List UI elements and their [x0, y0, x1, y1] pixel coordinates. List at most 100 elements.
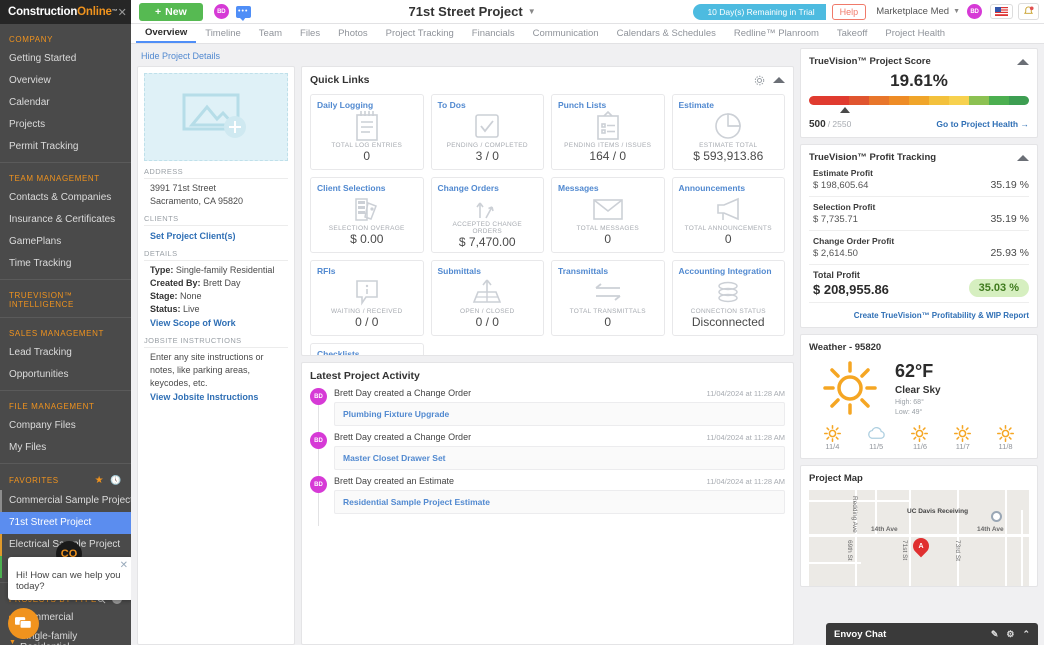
- project-map-panel: Project Map Redding Ave UC Davis Receivi…: [800, 465, 1038, 587]
- favorites-header: FAVORITES ★ 🕔: [0, 469, 131, 490]
- star-icon[interactable]: ★: [94, 475, 105, 486]
- profit-tracking-header: TrueVision™ Profit Tracking: [809, 152, 1029, 163]
- sidebar-item-getting-started[interactable]: Getting Started: [9, 53, 77, 64]
- map-pin-icon[interactable]: A: [909, 534, 933, 558]
- collapse-project-score-icon[interactable]: [1017, 58, 1029, 65]
- go-to-project-health-link[interactable]: Go to Project Health →: [936, 119, 1029, 129]
- tab-photos[interactable]: Photos: [338, 28, 368, 39]
- quick-link-subtitle: ESTIMATE TOTAL: [699, 142, 758, 149]
- profit-tracking-title: TrueVision™ Profit Tracking: [809, 152, 937, 163]
- gear-icon[interactable]: [754, 75, 765, 86]
- sidebar-item-calendar[interactable]: Calendar: [9, 97, 50, 108]
- tree-caret-icon[interactable]: ▼: [9, 638, 16, 645]
- tab-files[interactable]: Files: [300, 28, 321, 39]
- sidebar-item-company-files[interactable]: Company Files: [9, 420, 76, 431]
- tab-takeoff[interactable]: Takeoff: [836, 28, 868, 39]
- tab-redline-planroom[interactable]: Redline™ Planroom: [733, 28, 819, 39]
- chat-launcher-button[interactable]: [8, 608, 39, 639]
- activity-item-link[interactable]: Plumbing Fixture Upgrade: [334, 402, 785, 426]
- sidebar-close-icon[interactable]: ✕: [117, 6, 127, 19]
- tab-team[interactable]: Team: [258, 28, 283, 39]
- sidebar-item-opportunities[interactable]: Opportunities: [9, 369, 69, 380]
- quick-link-card-punch-lists[interactable]: Punch Lists PENDING ITEMS / ISSUES 164 / 0: [551, 94, 665, 170]
- quick-link-card-transmittals[interactable]: Transmittals TOTAL TRANSMITTALS 0: [551, 260, 665, 336]
- clock-icon[interactable]: 🕔: [110, 475, 122, 485]
- sidebar-item-projects[interactable]: Projects: [9, 119, 46, 130]
- quick-link-card-announcements[interactable]: Announcements TOTAL ANNOUNCEMENTS 0: [671, 177, 785, 253]
- quick-link-card-daily-logging[interactable]: Daily Logging TOTAL LOG ENTRIES 0: [310, 94, 424, 170]
- tab-calendars-schedules[interactable]: Calendars & Schedules: [616, 28, 716, 39]
- clipboard-icon: [558, 110, 658, 142]
- project-image-placeholder[interactable]: [144, 73, 288, 161]
- latest-activity-title: Latest Project Activity: [310, 370, 420, 382]
- activity-item-link[interactable]: Residential Sample Project Estimate: [334, 490, 785, 514]
- quick-link-card-rfis[interactable]: RFIs WAITING / RECEIVED 0 / 0: [310, 260, 424, 336]
- quick-link-card-messages[interactable]: Messages TOTAL MESSAGES 0: [551, 177, 665, 253]
- language-flag-icon[interactable]: [990, 4, 1013, 19]
- quick-link-card-checklists[interactable]: ChecklistsPENDING ITEMS / ISSUES0 / 0: [310, 343, 424, 356]
- checkbox-icon: [438, 110, 538, 142]
- tab-communication[interactable]: Communication: [532, 28, 599, 39]
- marketplace-dropdown[interactable]: Marketplace Med ▼: [876, 6, 960, 17]
- quick-link-title: Checklists: [317, 349, 360, 356]
- marketplace-label: Marketplace Med: [876, 6, 950, 17]
- profit-row-amount: $ 2,614.50: [813, 248, 858, 259]
- image-placeholder-icon: [182, 93, 246, 138]
- view-jobsite-instructions-link[interactable]: View Jobsite Instructions: [150, 392, 259, 402]
- quick-link-value: $ 593,913.86: [693, 149, 764, 163]
- quick-link-card-submittals[interactable]: Submittals OPEN / CLOSED 0 / 0: [430, 260, 544, 336]
- profit-row-percent: 35.19 %: [990, 213, 1029, 225]
- gear-icon[interactable]: ⚙: [1006, 628, 1015, 639]
- tab-project-tracking[interactable]: Project Tracking: [385, 28, 454, 39]
- tab-project-health[interactable]: Project Health: [885, 28, 946, 39]
- sun-icon: [823, 425, 841, 442]
- quick-link-card-accounting-integration[interactable]: Accounting Integration CONNECTION STATUS D…: [671, 260, 785, 336]
- project-map[interactable]: Redding Ave UC Davis Receiving 14th Ave …: [809, 490, 1029, 586]
- sidebar-section-header: TEAM MANAGEMENT: [9, 174, 100, 183]
- activity-item-link[interactable]: Master Closet Drawer Set: [334, 446, 785, 470]
- collapse-profit-tracking-icon[interactable]: [1017, 154, 1029, 161]
- compose-icon[interactable]: ✎: [990, 628, 999, 639]
- quick-link-value: 3 / 0: [475, 149, 499, 163]
- tab-overview[interactable]: Overview: [136, 24, 197, 43]
- quick-link-value: 164 / 0: [589, 149, 627, 163]
- forecast-date: 11/7: [955, 442, 970, 451]
- project-type-node-1[interactable]: ▼ Single-family Residential: [0, 627, 131, 645]
- sidebar-item-insurance-certificates[interactable]: Insurance & Certificates: [9, 214, 116, 225]
- quick-link-card-change-orders[interactable]: Change Orders ACCEPTED CHANGE ORDERS $ 7,4…: [430, 177, 544, 253]
- create-wip-report-link[interactable]: Create TrueVision™ Profitability & WIP R…: [853, 311, 1029, 320]
- chat-close-icon[interactable]: ✕: [119, 560, 128, 571]
- hide-project-details-link[interactable]: Hide Project Details: [141, 51, 221, 61]
- project-title[interactable]: 71st Street Project ▼: [409, 4, 536, 19]
- user-avatar[interactable]: BD: [967, 4, 982, 19]
- sun-icon: [823, 361, 877, 415]
- quick-link-card-to-dos[interactable]: To Dos PENDING / COMPLETED 3 / 0: [430, 94, 544, 170]
- sidebar-item-my-files[interactable]: My Files: [9, 442, 47, 453]
- favorite-item-1[interactable]: 71st Street Project: [0, 512, 131, 534]
- forecast-day-2: 11/6: [911, 425, 929, 451]
- score-bar-segment-7: [949, 96, 969, 105]
- collapse-quick-links-icon[interactable]: [773, 77, 785, 83]
- sidebar-item-gameplans[interactable]: GamePlans: [9, 236, 62, 247]
- sidebar-item-contacts-companies[interactable]: Contacts & Companies: [9, 192, 112, 203]
- envoy-chat-bar[interactable]: Envoy Chat ✎ ⚙ ⌃: [826, 623, 1038, 645]
- tab-financials[interactable]: Financials: [471, 28, 515, 39]
- messages-icon[interactable]: •••: [235, 5, 251, 21]
- sidebar-item-overview[interactable]: Overview: [9, 75, 51, 86]
- help-button[interactable]: Help: [831, 3, 867, 20]
- address-header: ADDRESS: [144, 167, 288, 179]
- view-scope-of-work-link[interactable]: View Scope of Work: [150, 318, 236, 328]
- sidebar-item-lead-tracking[interactable]: Lead Tracking: [9, 347, 72, 358]
- quick-link-card-estimate[interactable]: Estimate ESTIMATE TOTAL $ 593,913.86: [671, 94, 785, 170]
- favorite-item-0[interactable]: Commercial Sample Project: [0, 490, 131, 512]
- quick-link-card-client-selections[interactable]: Client Selections SELECTION OVERAGE $ 0.00: [310, 177, 424, 253]
- new-button[interactable]: + New: [139, 2, 203, 21]
- sidebar-item-permit-tracking[interactable]: Permit Tracking: [9, 141, 79, 152]
- chevron-up-icon[interactable]: ⌃: [1022, 628, 1030, 639]
- sidebar-item-time-tracking[interactable]: Time Tracking: [9, 258, 72, 269]
- topbar-avatar[interactable]: BD: [213, 4, 229, 19]
- content-area: Hide Project Details: [131, 44, 1044, 645]
- set-project-clients-link[interactable]: Set Project Client(s): [150, 231, 236, 241]
- notifications-bell-icon[interactable]: [1018, 3, 1039, 20]
- tab-timeline[interactable]: Timeline: [205, 28, 241, 39]
